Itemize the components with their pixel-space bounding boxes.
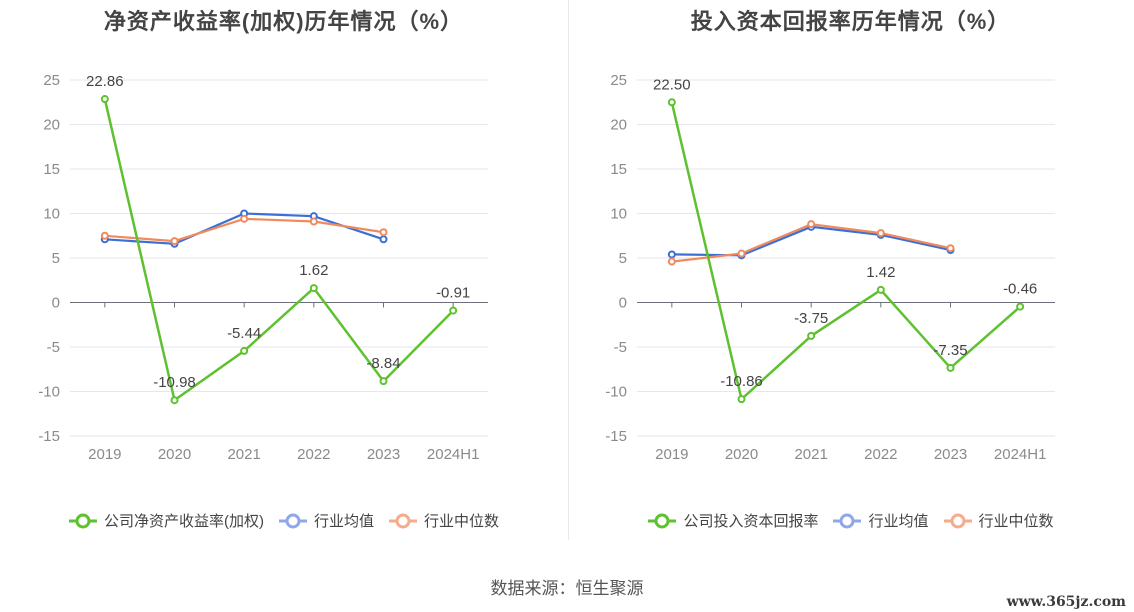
y-tick-label: 10: [43, 206, 60, 223]
x-tick-label: 2022: [297, 446, 330, 463]
data-label: 22.50: [653, 76, 691, 93]
legend-marker-company: [68, 513, 97, 528]
data-point-industry-median: [100, 231, 109, 240]
legend-item-industry-avg[interactable]: 行业均值: [832, 510, 929, 531]
y-tick-label: 20: [610, 117, 627, 134]
roic-chart-panel: 投入资本回报率历年情况（%） -15 -10 -5 0 5 10 15 20 25 2019 202…: [567, 0, 1134, 560]
data-point-company: [807, 331, 816, 340]
x-tick-label: 2020: [725, 446, 758, 463]
x-tick-label: 2019: [88, 446, 121, 463]
y-tick-label: 15: [43, 161, 60, 178]
data-label: -8.84: [366, 355, 400, 372]
chart-title: 净资产收益率(加权)历年情况（%）: [103, 9, 464, 34]
legend-marker-industry-median: [943, 513, 972, 528]
legend-item-industry-median[interactable]: 行业中位数: [943, 510, 1054, 531]
y-tick-label: 5: [619, 250, 627, 267]
x-tick-label: 2024H1: [994, 446, 1047, 463]
x-tick-label: 2024H1: [427, 446, 480, 463]
data-point-company: [309, 284, 318, 293]
data-point-industry-avg: [379, 235, 388, 244]
x-tick-label: 2019: [655, 446, 688, 463]
data-point-industry-median: [737, 249, 746, 258]
roic-chart: -15 -10 -5 0 5 10 15 20 25 2019 2020 2021 2022 2023 20…: [605, 72, 1055, 463]
data-point-company: [379, 377, 388, 386]
chart-legend: 公司投入资本回报率 行业均值 行业中位数: [567, 510, 1134, 531]
y-tick-label: 5: [52, 250, 60, 267]
panel-divider: [568, 0, 569, 540]
data-label: 1.62: [299, 262, 328, 279]
legend-label-industry-median: 行业中位数: [978, 513, 1054, 530]
watermark: www.365jz.com: [1006, 594, 1126, 610]
data-point-industry-median: [807, 220, 816, 229]
data-point-industry-median: [667, 257, 676, 266]
legend-marker-company: [648, 513, 677, 528]
data-point-industry-median: [309, 217, 318, 226]
data-point-company: [737, 395, 746, 404]
chart-title: 投入资本回报率历年情况（%）: [690, 9, 1011, 34]
data-point-industry-median: [876, 229, 885, 238]
x-tick-label: 2021: [794, 446, 827, 463]
data-point-company: [449, 306, 458, 315]
data-label: 22.86: [86, 73, 124, 90]
y-tick-label: -15: [38, 428, 60, 445]
legend-item-industry-median[interactable]: 行业中位数: [388, 510, 499, 531]
legend-label-company: 公司投入资本回报率: [683, 513, 819, 530]
legend-label-industry-avg: 行业均值: [868, 513, 929, 530]
data-point-industry-median: [170, 237, 179, 246]
data-point-industry-avg: [667, 250, 676, 259]
roe-chart-panel: 净资产收益率(加权)历年情况（%） -15 -10 -5 0 5 10 15 20 25 2019…: [0, 0, 567, 560]
y-tick-label: -10: [38, 384, 60, 401]
data-point-company: [240, 346, 249, 355]
legend-marker-industry-avg: [833, 513, 862, 528]
y-tick-label: -10: [605, 384, 627, 401]
legend-item-industry-avg[interactable]: 行业均值: [278, 510, 374, 531]
series-line-company: [670, 102, 1022, 402]
data-label: -0.91: [436, 285, 470, 302]
chart-legend: 公司净资产收益率(加权) 行业均值 行业中位数: [0, 510, 567, 531]
y-tick-label: -5: [47, 339, 60, 356]
legend-label-industry-avg: 行业均值: [313, 513, 374, 530]
roe-chart: -15 -10 -5 0 5 10 15 20 25 2019 2020 2021 2022 2023 20…: [38, 72, 488, 463]
x-tick-label: 2023: [367, 446, 400, 463]
legend-marker-industry-avg: [278, 513, 307, 528]
data-label: -7.35: [933, 342, 967, 359]
data-source-label: 数据来源：恒生聚源: [490, 579, 644, 598]
y-tick-label: 20: [43, 117, 60, 134]
data-point-industry-median: [379, 228, 388, 237]
y-tick-label: -5: [614, 339, 627, 356]
legend-label-industry-median: 行业中位数: [424, 513, 500, 530]
data-label: -3.75: [794, 310, 828, 327]
legend-item-company[interactable]: 公司投入资本回报率: [647, 510, 818, 531]
data-point-company: [667, 98, 676, 107]
y-tick-label: 0: [619, 295, 627, 312]
y-tick-label: 10: [610, 206, 627, 223]
data-point-company: [170, 396, 179, 405]
data-label: -10.86: [720, 373, 763, 390]
legend-label-company: 公司净资产收益率(加权): [103, 513, 264, 530]
y-tick-label: 25: [43, 72, 60, 89]
x-tick-label: 2020: [158, 446, 191, 463]
x-tick-label: 2023: [934, 446, 967, 463]
x-tick-label: 2021: [227, 446, 260, 463]
y-tick-label: 15: [610, 161, 627, 178]
legend-item-company[interactable]: 公司净资产收益率(加权): [68, 510, 264, 531]
data-label: -5.44: [227, 325, 261, 342]
data-label: -0.46: [1003, 281, 1037, 298]
x-tick-label: 2022: [864, 446, 897, 463]
data-label: -10.98: [153, 374, 196, 391]
series-line-company: [103, 98, 455, 403]
data-point-company: [100, 95, 109, 104]
y-tick-label: 25: [610, 72, 627, 89]
data-label: 1.42: [866, 264, 895, 281]
data-point-company: [946, 363, 955, 372]
data-point-company: [876, 285, 885, 294]
data-point-industry-median: [946, 244, 955, 253]
y-tick-label: -15: [605, 428, 627, 445]
data-point-industry-median: [240, 214, 249, 223]
series-line-industry-avg: [671, 225, 951, 257]
y-tick-label: 0: [52, 295, 60, 312]
legend-marker-industry-median: [389, 513, 417, 528]
data-point-company: [1016, 302, 1025, 311]
